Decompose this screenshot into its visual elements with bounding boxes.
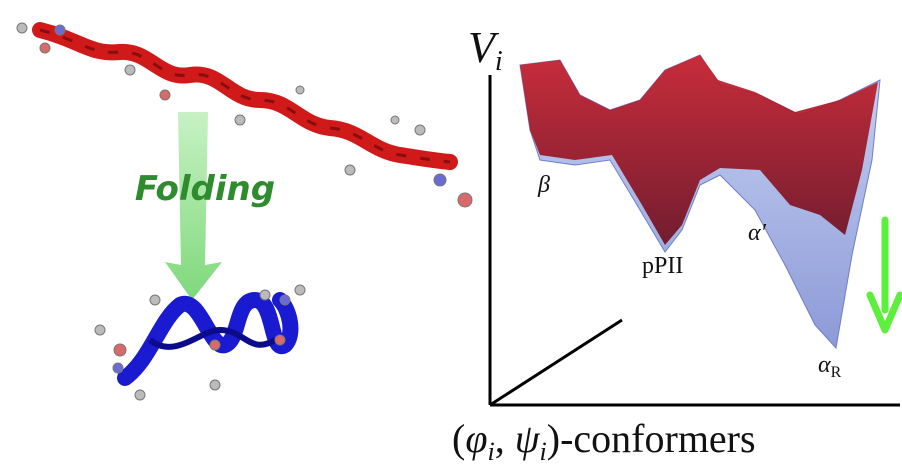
minimum-label: β (537, 172, 550, 198)
folding-arrow (165, 112, 222, 300)
descent-arrow (866, 216, 902, 334)
minimum-label: pPII (642, 253, 683, 279)
energy-axis-label: Vi (468, 23, 503, 77)
minimum-label: α′ (748, 220, 767, 246)
folding-label: Folding (135, 169, 275, 209)
energy-surface (519, 54, 881, 350)
folded-helix (94, 284, 306, 401)
minimum-label: αR (818, 352, 842, 381)
unfolded-chain (16, 22, 473, 208)
axes (488, 75, 900, 407)
conformer-axis-label: (φi, ψi)-conformers (452, 416, 756, 466)
